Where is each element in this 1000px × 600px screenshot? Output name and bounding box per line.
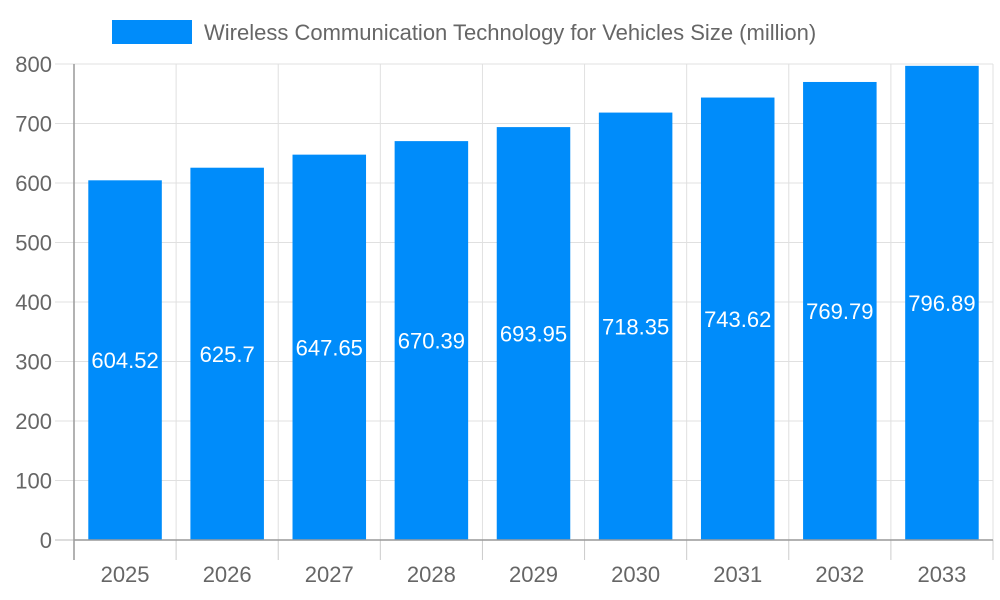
- bar: [496, 127, 571, 541]
- y-tick-label: 400: [15, 290, 52, 315]
- bar: [88, 180, 162, 540]
- legend[interactable]: Wireless Communication Technology for Ve…: [112, 20, 816, 45]
- bar: [598, 112, 673, 540]
- bar: [700, 97, 775, 541]
- bar: [190, 167, 264, 540]
- y-tick-label: 200: [15, 409, 52, 434]
- x-tick-label: 2031: [713, 562, 762, 587]
- legend-label: Wireless Communication Technology for Ve…: [204, 20, 816, 45]
- bar: [905, 65, 979, 540]
- data-label: 796.89: [908, 291, 975, 316]
- axes: 0 100 200 300 400 500 600 700 800 2025 2026 2027 202…: [15, 52, 994, 587]
- data-label: 693.95: [500, 322, 567, 347]
- data-label: 670.39: [398, 329, 465, 354]
- y-tick-label: 100: [15, 469, 52, 494]
- bars: 604.52 625.7 647.65 670.39 693.95 718.35 743.6…: [88, 65, 979, 541]
- bar: [292, 154, 367, 540]
- data-label: 625.7: [200, 342, 255, 367]
- x-tick-label: 2029: [509, 562, 558, 587]
- bar: [394, 141, 469, 540]
- x-tick-label: 2033: [917, 562, 966, 587]
- x-tick-label: 2027: [305, 562, 354, 587]
- x-tick-label: 2028: [407, 562, 456, 587]
- y-tick-label: 300: [15, 350, 52, 375]
- bar: [803, 81, 877, 541]
- y-tick-label: 700: [15, 112, 52, 137]
- legend-swatch: [112, 20, 192, 44]
- data-label: 647.65: [296, 335, 363, 360]
- x-tick-label: 2026: [203, 562, 252, 587]
- data-label: 743.62: [704, 307, 771, 332]
- data-label: 718.35: [602, 314, 669, 339]
- y-tick-label: 600: [15, 171, 52, 196]
- y-tick-label: 800: [15, 52, 52, 77]
- data-label: 604.52: [91, 348, 158, 373]
- x-tick-label: 2032: [815, 562, 864, 587]
- y-tick-label: 0: [40, 528, 52, 553]
- data-label: 769.79: [806, 299, 873, 324]
- x-tick-label: 2030: [611, 562, 660, 587]
- y-tick-label: 500: [15, 231, 52, 256]
- x-tick-label: 2025: [101, 562, 150, 587]
